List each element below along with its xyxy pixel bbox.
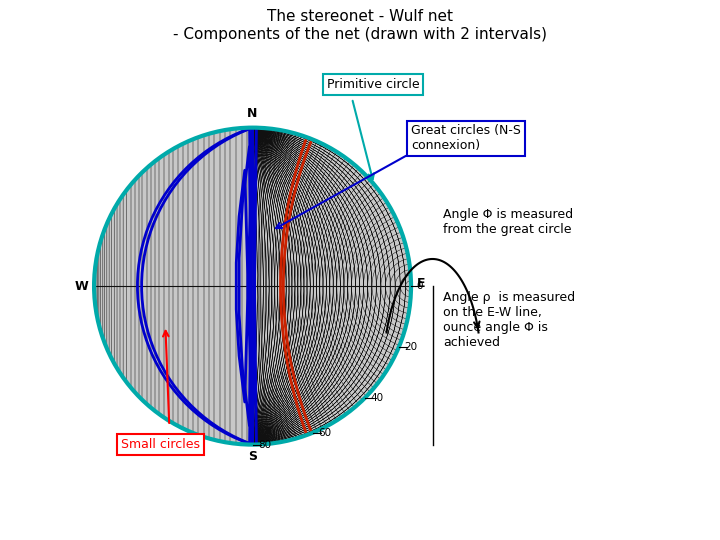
Text: 20: 20 (405, 342, 418, 352)
Text: The stereonet - Wulf net
- Components of the net (drawn with 2 intervals): The stereonet - Wulf net - Components of… (173, 9, 547, 42)
Circle shape (94, 127, 411, 444)
Text: N: N (248, 106, 258, 119)
Text: Small circles: Small circles (121, 438, 200, 451)
Text: 80: 80 (258, 440, 271, 450)
Text: Great circles (N-S
connexion): Great circles (N-S connexion) (411, 124, 521, 152)
Text: 0: 0 (416, 281, 423, 291)
Text: Angle ρ  is measured
on the E-W line,
ounce angle Φ is
achieved: Angle ρ is measured on the E-W line, oun… (444, 292, 575, 349)
Text: S: S (248, 450, 257, 463)
Text: E: E (416, 277, 425, 290)
Text: 40: 40 (370, 393, 383, 403)
Text: Angle Φ is measured
from the great circle: Angle Φ is measured from the great circl… (444, 208, 573, 236)
Text: W: W (75, 280, 89, 293)
Text: Primitive circle: Primitive circle (327, 78, 420, 91)
Text: 60: 60 (318, 428, 332, 437)
